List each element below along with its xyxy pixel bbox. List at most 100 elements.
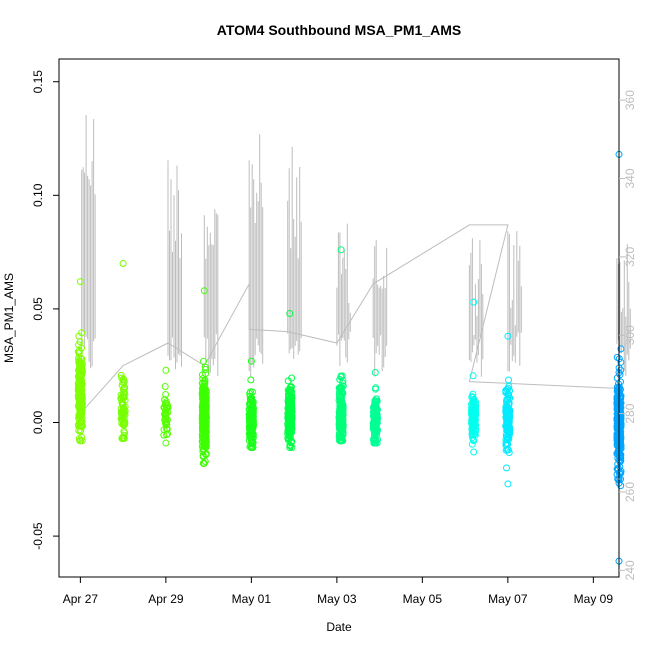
data-point [248,428,255,436]
data-point [160,431,168,439]
data-point [468,431,476,439]
data-point [246,418,253,426]
data-point [286,310,294,317]
y2-tick-label: 340 [623,168,637,188]
data-point [614,475,622,483]
data-point [161,383,169,390]
data-point [371,436,379,444]
data-point [617,345,625,353]
data-point [161,396,169,404]
data-point [120,376,128,384]
data-point [78,433,86,441]
y2-tick-label: 300 [623,325,637,345]
altitude-transit-line [80,224,617,414]
data-point [617,482,625,490]
data-point [614,405,622,413]
data-point [616,412,624,419]
data-points [74,150,625,565]
flight-points [245,357,257,451]
data-point [504,418,511,426]
data-point [199,388,207,396]
data-point [247,357,255,365]
data-point [78,396,85,404]
x-tick-label: May 09 [574,592,614,606]
data-point [504,394,512,402]
data-point [470,400,478,408]
data-point [339,379,347,387]
data-point [162,366,170,374]
data-point [199,419,207,427]
data-point [248,388,256,396]
data-point [76,413,84,421]
data-point [119,260,127,267]
data-point [162,439,170,447]
data-point [74,422,82,430]
data-point [76,437,84,445]
data-point [74,379,82,387]
data-point [372,400,379,408]
data-point [616,433,624,441]
data-point [336,420,344,428]
data-point [371,425,379,433]
data-point [202,433,210,441]
data-point [370,413,378,421]
data-point [120,394,128,401]
data-point [614,426,622,434]
data-point [470,420,478,428]
data-point [118,374,126,382]
data-point [337,437,345,445]
data-point [617,469,625,477]
data-point [505,376,512,384]
data-point [163,416,171,424]
y-axis: -0.05 0.00 0.05 0.10 0.15 [31,70,59,550]
data-point [337,400,345,408]
data-point [78,394,86,402]
data-point [162,418,170,426]
data-point [616,430,624,438]
y-tick-label: 0.10 [31,183,45,207]
data-point [614,441,622,449]
data-point [335,412,343,420]
data-point [201,437,209,445]
data-point [200,459,208,467]
data-point [120,421,127,429]
data-point [163,425,171,433]
data-point [470,298,478,306]
data-point [468,440,476,448]
data-point [471,417,479,425]
data-point [338,372,346,380]
y-tick-label: 0.00 [31,411,45,435]
data-point [286,391,294,399]
flight-points [502,332,514,488]
data-point [613,353,621,361]
x-tick-label: May 03 [317,592,357,606]
data-point [202,430,210,438]
data-point [160,426,168,434]
data-point [502,431,510,439]
data-point [247,376,255,384]
data-point [337,383,344,391]
data-point [201,429,209,437]
data-point [198,371,206,379]
data-point [199,395,207,403]
altitude-trace [336,223,351,366]
y2-tick-label: 260 [623,482,637,502]
data-point [199,452,207,460]
data-point [287,412,295,419]
data-point [470,448,478,456]
data-point [617,453,624,461]
data-point [614,460,622,468]
data-point [284,436,292,444]
data-point [285,400,293,408]
x-tick-label: Apr 27 [63,592,99,606]
data-point [616,468,624,476]
data-point [200,385,208,392]
data-point [162,391,170,398]
data-point [162,399,170,407]
x-tick-label: Apr 29 [148,592,184,606]
data-point [504,391,512,398]
data-point [373,395,381,403]
data-point [121,411,129,419]
data-point [468,410,476,418]
data-point [161,416,169,424]
